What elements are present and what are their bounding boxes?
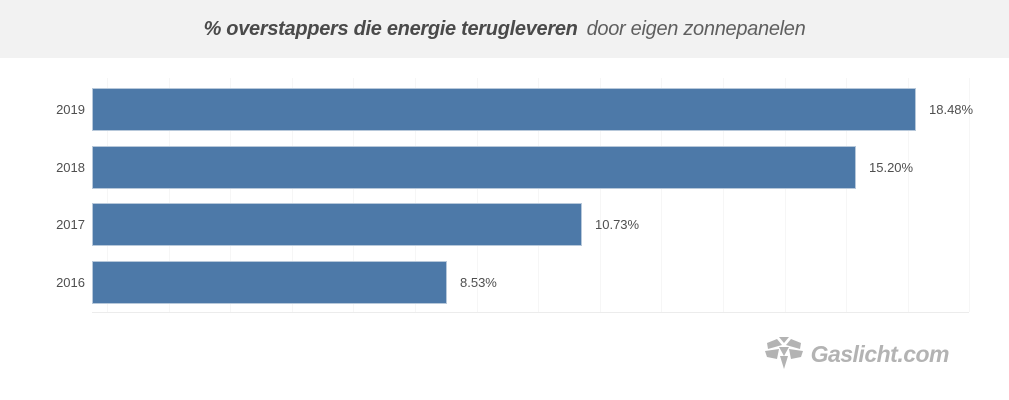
bar bbox=[92, 260, 447, 304]
bar-rows: 2019 18.48% 2018 15.20% 2017 10.73% 2016… bbox=[30, 88, 973, 318]
bar-row-2017: 2017 10.73% bbox=[30, 203, 973, 246]
gridline bbox=[477, 78, 478, 312]
gridline bbox=[908, 78, 909, 312]
category-label: 2018 bbox=[56, 159, 85, 175]
gridline bbox=[661, 78, 662, 312]
plot-area: 2019 18.48% 2018 15.20% 2017 10.73% 2016… bbox=[0, 58, 1009, 400]
value-label: 18.48% bbox=[929, 102, 974, 117]
category-label: 2019 bbox=[56, 102, 85, 117]
gridline bbox=[292, 78, 293, 312]
gridlines bbox=[0, 58, 1009, 400]
gridline bbox=[785, 78, 786, 312]
gridline bbox=[600, 78, 601, 312]
chart-title-sub: door eigen zonnepanelen bbox=[586, 17, 806, 40]
firefly-logo-icon bbox=[764, 337, 803, 369]
gridline bbox=[969, 78, 970, 312]
gridline bbox=[107, 78, 108, 312]
bar-row-2018: 2018 15.20% bbox=[30, 145, 973, 189]
category-label: 2017 bbox=[56, 217, 85, 232]
bar bbox=[92, 88, 916, 131]
chart-title-bar: % overstappers die energie terugleveren … bbox=[0, 0, 1009, 58]
value-label: 10.73% bbox=[595, 217, 640, 232]
x-axis-line bbox=[92, 312, 969, 313]
bar bbox=[92, 203, 582, 246]
gaslicht-watermark: Gaslicht.com bbox=[764, 336, 950, 372]
chart-title-main: % overstappers die energie terugleveren bbox=[203, 17, 578, 40]
value-label: 15.20% bbox=[869, 159, 914, 175]
gridline bbox=[353, 78, 354, 312]
bar-row-2019: 2019 18.48% bbox=[30, 88, 973, 131]
category-label: 2016 bbox=[56, 274, 85, 290]
gaslicht-logo-text: Gaslicht.com bbox=[810, 340, 950, 367]
value-label: 8.53% bbox=[460, 274, 497, 290]
gridline bbox=[230, 78, 231, 312]
bar-row-2016: 2016 8.53% bbox=[30, 260, 973, 304]
gridline bbox=[723, 78, 724, 312]
gridline bbox=[169, 78, 170, 312]
gridline bbox=[415, 78, 416, 312]
gridline bbox=[538, 78, 539, 312]
bar bbox=[92, 145, 856, 189]
gridline bbox=[846, 78, 847, 312]
